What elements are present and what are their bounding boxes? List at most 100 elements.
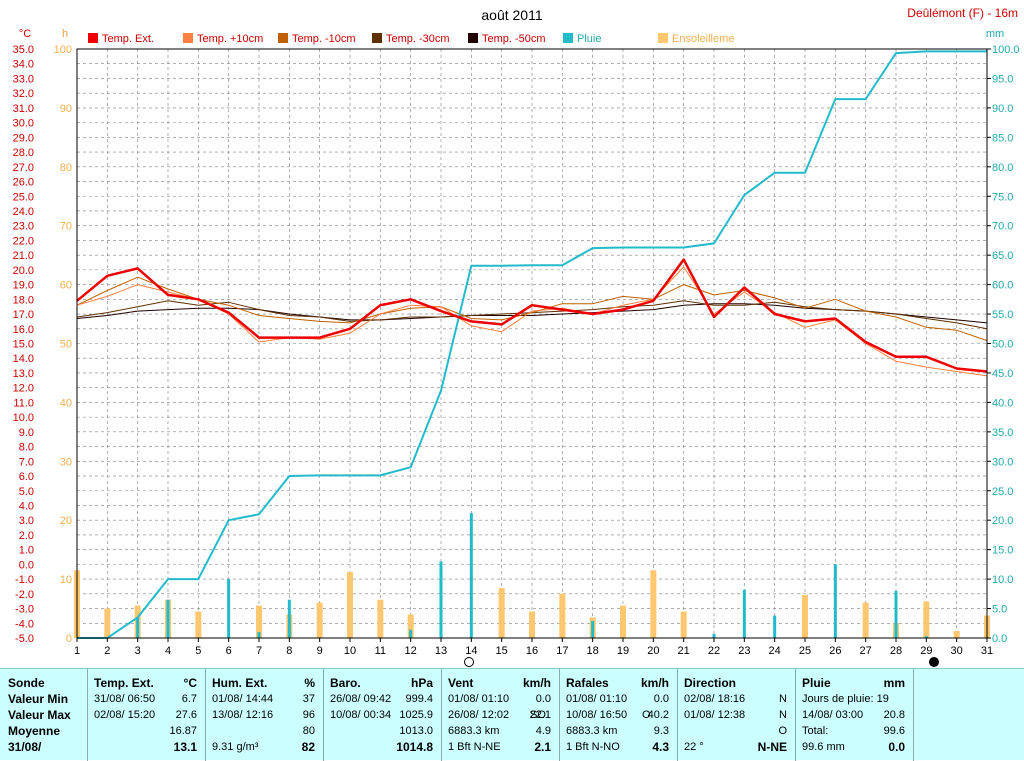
x-tick-label: 2 xyxy=(104,645,110,657)
rain-tick-label: 35.0 xyxy=(992,427,1013,439)
sunshine-bar xyxy=(923,601,930,638)
x-tick-label: 23 xyxy=(738,645,750,657)
x-tick-label: 31 xyxy=(981,645,993,657)
sonde-header: Sonde xyxy=(8,676,45,690)
dir-max: N xyxy=(779,709,787,721)
x-tick-label: 13 xyxy=(435,645,447,657)
temp-today: 13.1 xyxy=(173,740,197,754)
baro-today: 1014.8 xyxy=(396,740,433,754)
x-tick-label: 14 xyxy=(465,645,477,657)
lines-layer xyxy=(76,50,988,639)
temp-tick-label: 31.0 xyxy=(13,103,34,115)
legend-label: Pluie xyxy=(577,33,601,45)
plot-frame xyxy=(76,48,988,639)
daily-rain-bar xyxy=(712,633,716,638)
rain-tick-label: 15.0 xyxy=(992,545,1013,557)
rain-tick-label: 80.0 xyxy=(992,162,1013,174)
sunshine-bar xyxy=(802,595,808,638)
legend-item: Temp. Ext. xyxy=(88,33,154,45)
row-label-avg: Moyenne xyxy=(8,724,61,738)
temp-tick-label: 17.0 xyxy=(13,309,34,321)
wind-max-dir: SO xyxy=(530,709,546,721)
temp-tick-label: 15.0 xyxy=(13,339,34,351)
dir-degrees: 22 ° xyxy=(684,741,704,753)
x-tick-label: 15 xyxy=(496,645,508,657)
temp-tick-label: 11.0 xyxy=(13,397,34,409)
x-tick-label: 8 xyxy=(286,645,292,657)
temp-tick-label: 34.0 xyxy=(13,59,34,71)
x-tick-label: 30 xyxy=(951,645,963,657)
x-tick-label: 24 xyxy=(769,645,781,657)
x-tick-label: 27 xyxy=(860,645,872,657)
x-tick-label: 18 xyxy=(587,645,599,657)
temp-max: 27.6 xyxy=(175,709,197,721)
gust-min-time: 01/08/ 01:10 xyxy=(566,693,628,705)
hours-axis-unit: h xyxy=(62,28,68,40)
wind-avg: 4.9 xyxy=(535,725,551,737)
legend-swatch xyxy=(88,33,98,43)
temp-max-time: 02/08/ 15:20 xyxy=(94,709,156,721)
temp-tick-label: 1.0 xyxy=(19,545,34,557)
daily-rain-bar xyxy=(227,579,231,638)
gust-avg: 9.3 xyxy=(653,725,669,737)
temp-tick-label: 9.0 xyxy=(19,427,34,439)
temp-tick-label: 35.0 xyxy=(13,44,34,56)
row-label-today: 31/08/ xyxy=(8,740,42,754)
temp-tick-label: 0.0 xyxy=(19,559,34,571)
temp-tick-label: 30.0 xyxy=(13,118,34,130)
daily-rain-bar xyxy=(591,620,595,638)
hours-tick-label: 10 xyxy=(60,574,72,586)
moon-phase-full-icon xyxy=(929,657,939,667)
legend-swatch xyxy=(278,33,288,43)
temp-tick-label: 10.0 xyxy=(13,412,34,424)
legend-swatch xyxy=(563,33,573,43)
dir-min: N xyxy=(779,693,787,705)
dir-max-time: 01/08/ 12:38 xyxy=(684,709,746,721)
station-label: Deûlémont (F) - 16m xyxy=(907,6,1018,20)
sunshine-bar xyxy=(529,611,535,638)
daily-rain-bar xyxy=(742,589,746,638)
summary-temp: Temp. Ext. °C 31/08/ 06:50 6.7 02/08/ 15:2… xyxy=(88,669,206,761)
rain-month-total: 99.6 mm xyxy=(802,741,845,753)
gust-max-time: 10/08/ 16:50 xyxy=(566,709,628,721)
row-label-min: Valeur Min xyxy=(8,692,69,706)
daily-rain-bar xyxy=(469,513,473,638)
legend-swatch xyxy=(468,33,478,43)
chart-title: août 2011 xyxy=(481,7,542,23)
daily-rain-bar xyxy=(894,590,898,638)
daily-rain-bar xyxy=(287,599,291,638)
dir-avg: O xyxy=(778,725,787,737)
legend-label: Temp. -10cm xyxy=(292,33,356,45)
gust-unit: km/h xyxy=(640,676,669,690)
x-tick-label: 12 xyxy=(405,645,417,657)
temp-tick-label: 21.0 xyxy=(13,250,34,262)
baro-header: Baro. xyxy=(330,676,361,690)
sunshine-bar xyxy=(316,602,323,638)
hum-abs: 9.31 g/m³ xyxy=(212,741,259,753)
hours-tick-label: 20 xyxy=(60,515,72,527)
rain-tick-label: 95.0 xyxy=(992,73,1013,85)
temp-tick-label: 24.0 xyxy=(13,206,34,218)
summary-panel: Sonde Valeur Min Valeur Max Moyenne 31/0… xyxy=(0,668,1024,761)
temp-tick-label: 6.0 xyxy=(19,471,34,483)
sunshine-bar xyxy=(953,630,960,638)
baro-max-time: 10/08/ 00:34 xyxy=(330,709,392,721)
rain-tick-label: 25.0 xyxy=(992,486,1013,498)
x-tick-label: 3 xyxy=(135,645,141,657)
temp-tick-label: 8.0 xyxy=(19,442,34,454)
hours-tick-label: 100 xyxy=(54,44,72,56)
hours-tick-label: 70 xyxy=(60,221,72,233)
temp-min: 6.7 xyxy=(181,693,197,705)
x-tick-label: 6 xyxy=(226,645,232,657)
temp-tick-label: -3.0 xyxy=(15,604,34,616)
rain-days: Jours de pluie: 19 xyxy=(802,693,889,705)
temp-tick-label: 20.0 xyxy=(13,265,34,277)
temp-tick-label: 33.0 xyxy=(13,73,34,85)
x-tick-label: 16 xyxy=(526,645,538,657)
wind-max-time: 26/08/ 12:02 xyxy=(448,709,510,721)
rain-max-time: 14/08/ 03:00 xyxy=(802,709,864,721)
temp-unit: °C xyxy=(183,676,197,690)
sunshine-bar xyxy=(620,605,626,638)
gust-max-dir: O xyxy=(642,709,651,721)
